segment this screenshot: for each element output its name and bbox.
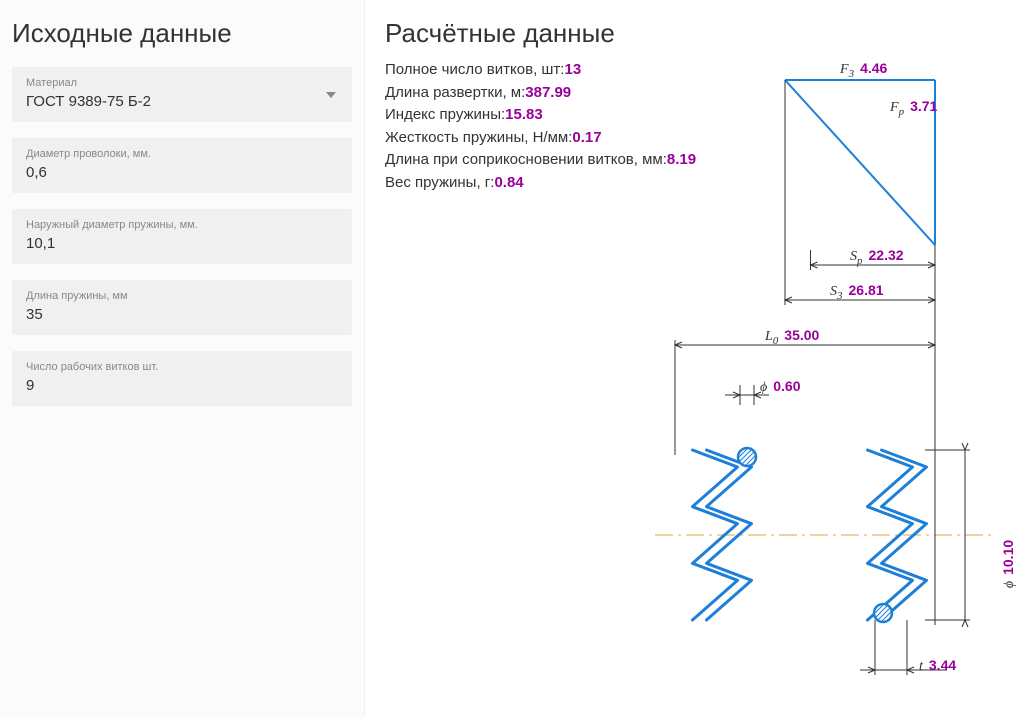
calc-line-label: Индекс пружины: xyxy=(385,106,505,123)
dim-value: 4.46 xyxy=(860,60,887,76)
calc-line-label: Полное число витков, шт: xyxy=(385,61,564,78)
dim-value: 3.71 xyxy=(910,98,937,114)
input-panel: Исходные данные Материал ГОСТ 9389-75 Б-2… xyxy=(0,0,365,717)
input-field-value: 10,1 xyxy=(26,235,338,252)
input-field-value: ГОСТ 9389-75 Б-2 xyxy=(26,93,338,110)
chevron-down-icon xyxy=(326,92,336,98)
input-title: Исходные данные xyxy=(12,18,352,49)
input-field-1[interactable]: Диаметр проволоки, мм. 0,6 xyxy=(12,138,352,193)
dim-symbol: ϕ xyxy=(760,380,767,395)
dim-value: 0.60 xyxy=(773,378,800,394)
input-field-label: Диаметр проволоки, мм. xyxy=(26,148,338,160)
input-field-label: Длина пружины, мм xyxy=(26,290,338,302)
input-field-2[interactable]: Наружный диаметр пружины, мм. 10,1 xyxy=(12,209,352,264)
calc-line-value: 13 xyxy=(564,61,581,78)
dim-value: 3.44 xyxy=(929,657,956,673)
input-field-value: 0,6 xyxy=(26,164,338,181)
dim-symbol: Sp xyxy=(850,249,863,264)
input-field-label: Число рабочих витков шт. xyxy=(26,361,338,373)
spring-diagram: F3 4.46 Fp 3.71 Sp 22.32 S3 26.81 L0 35.00 ϕ 0.60 ϕ 1… xyxy=(645,60,1015,700)
input-field-label: Наружный диаметр пружины, мм. xyxy=(26,219,338,231)
dim-symbol: Fp xyxy=(890,100,904,115)
calc-line-label: Жесткость пружины, Н/мм: xyxy=(385,129,572,146)
dim-label: t 3.44 xyxy=(919,657,956,675)
input-field-0[interactable]: Материал ГОСТ 9389-75 Б-2 xyxy=(12,67,352,122)
dim-label: Sp 22.32 xyxy=(850,247,904,267)
dim-symbol: S3 xyxy=(830,284,843,299)
input-field-label: Материал xyxy=(26,77,338,89)
dim-value: 26.81 xyxy=(849,282,884,298)
calc-line-label: Длина при соприкосновении витков, мм: xyxy=(385,151,667,168)
output-panel: Расчётные данные Полное число витков, шт… xyxy=(365,0,1017,717)
dim-symbol: L0 xyxy=(765,329,778,344)
dim-label: S3 26.81 xyxy=(830,282,884,302)
calc-line-label: Вес пружины, г: xyxy=(385,174,494,191)
calc-line-value: 387.99 xyxy=(525,84,571,101)
dim-value: 22.32 xyxy=(869,247,904,263)
calc-line-value: 0.84 xyxy=(494,174,523,191)
input-field-value: 9 xyxy=(26,377,338,394)
calc-line-label: Длина развертки, м: xyxy=(385,84,525,101)
calc-line-value: 15.83 xyxy=(505,106,543,123)
dim-value: 35.00 xyxy=(784,327,819,343)
dim-symbol: F3 xyxy=(840,62,854,77)
dim-label: ϕ 0.60 xyxy=(760,378,801,396)
input-field-3[interactable]: Длина пружины, мм 35 xyxy=(12,280,352,335)
dim-label: F3 4.46 xyxy=(840,60,887,80)
dim-symbol: t xyxy=(919,659,923,674)
dim-label: Fp 3.71 xyxy=(890,98,937,118)
dim-label: ϕ 10.10 xyxy=(1000,540,1017,588)
dim-label: L0 35.00 xyxy=(765,327,819,347)
dim-symbol: ϕ xyxy=(1002,581,1017,588)
output-title: Расчётные данные xyxy=(385,18,997,49)
dim-value: 10.10 xyxy=(1000,540,1016,575)
input-field-4[interactable]: Число рабочих витков шт. 9 xyxy=(12,351,352,406)
calc-line-value: 0.17 xyxy=(572,129,601,146)
input-field-value: 35 xyxy=(26,306,338,323)
